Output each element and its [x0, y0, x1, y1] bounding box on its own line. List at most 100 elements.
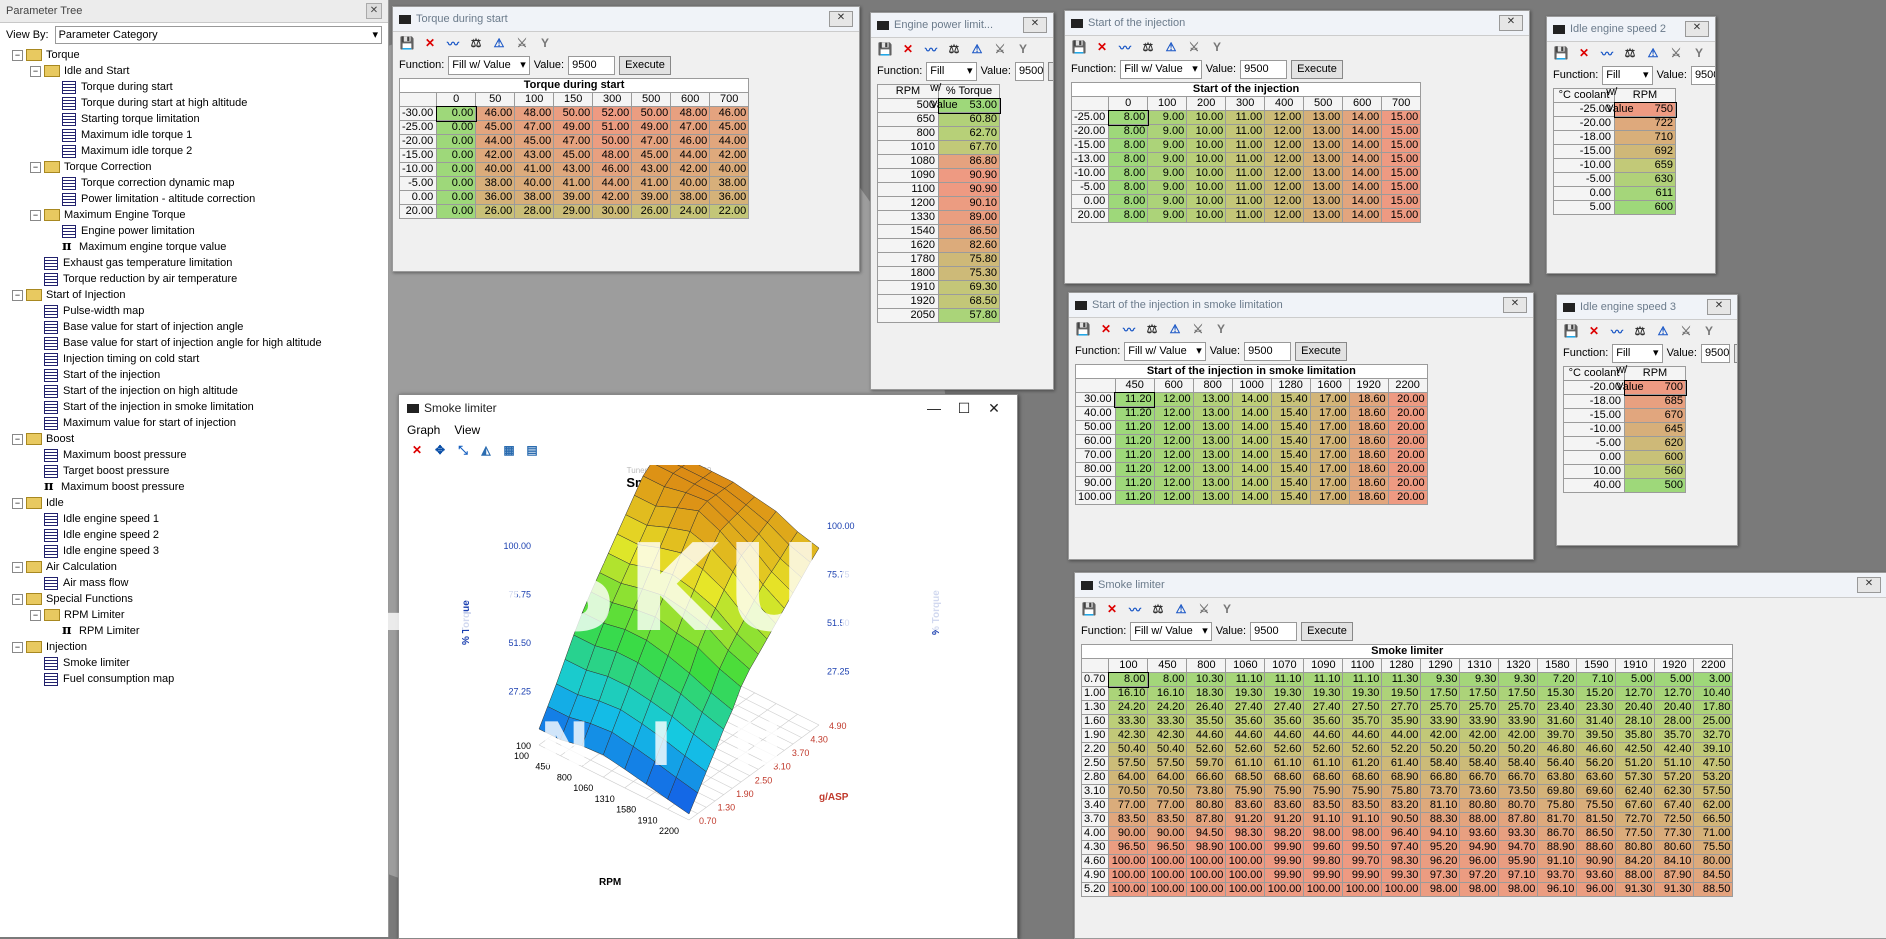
table-cell[interactable]: 12.00	[1153, 406, 1194, 421]
table-cell[interactable]: 63.80	[1537, 770, 1578, 785]
table-cell[interactable]: 95.90	[1498, 854, 1539, 869]
table-cell[interactable]: 75.80	[1537, 798, 1578, 813]
table-cell[interactable]: 13.00	[1192, 448, 1233, 463]
table-cell[interactable]: 11.10	[1264, 672, 1305, 687]
table-cell[interactable]: 52.60	[1303, 742, 1344, 757]
table-cell[interactable]: 12.00	[1153, 462, 1194, 477]
table-cell[interactable]: 10.00	[1186, 152, 1227, 167]
table-cell[interactable]: 90.00	[1147, 826, 1188, 841]
table-cell[interactable]: 97.20	[1459, 868, 1500, 883]
table-cell[interactable]: 17.00	[1309, 462, 1350, 477]
table-cell[interactable]: 13.00	[1303, 194, 1344, 209]
table-cell[interactable]: 27.50	[1342, 700, 1383, 715]
table-cell[interactable]: 15.40	[1270, 462, 1311, 477]
menu-graph[interactable]: Graph	[407, 423, 441, 437]
table-cell[interactable]: 46.00	[475, 106, 516, 121]
table-cell[interactable]: 68.50	[938, 294, 1000, 309]
table-cell[interactable]: 10.00	[1186, 166, 1227, 181]
table-cell[interactable]: 11.20	[1114, 391, 1156, 408]
save-icon[interactable]: 💾	[399, 36, 415, 50]
smoke-limiter-3d-chart[interactable]: Smoke limiterTunerPro - Version 5.001004…	[399, 465, 1017, 938]
table-cell[interactable]: 0.00	[436, 162, 477, 177]
table-cell[interactable]: 98.30	[1225, 826, 1266, 841]
close-icon[interactable]: ✕	[1499, 15, 1523, 31]
table-cell[interactable]: 63.60	[1576, 770, 1617, 785]
table-cell[interactable]: 692	[1614, 144, 1676, 159]
table-cell[interactable]: 45.00	[709, 120, 750, 135]
table-cell[interactable]: 44.00	[592, 176, 633, 191]
table-cell[interactable]: 88.00	[1459, 812, 1500, 827]
table-cell[interactable]: 17.00	[1309, 448, 1350, 463]
table-cell[interactable]: 100.00	[1147, 854, 1188, 869]
table-cell[interactable]: 12.70	[1615, 686, 1656, 701]
close-icon[interactable]: ✕	[1707, 299, 1731, 315]
table-cell[interactable]: 70.50	[1108, 784, 1149, 799]
rotate-icon[interactable]: ⤡	[458, 442, 468, 457]
table-cell[interactable]: 9.30	[1420, 672, 1461, 687]
function-select[interactable]: Fill w/ Value	[448, 55, 530, 75]
table-cell[interactable]: 13.00	[1303, 152, 1344, 167]
table-cell[interactable]: 68.50	[1225, 770, 1266, 785]
delete-icon[interactable]: ✕	[902, 42, 914, 56]
table-cell[interactable]: 83.60	[1225, 798, 1266, 813]
collapse-icon[interactable]: −	[30, 65, 41, 77]
table-cell[interactable]: 69.30	[938, 280, 1000, 295]
table-cell[interactable]: 57.50	[1693, 784, 1734, 799]
table-cell[interactable]: 12.00	[1153, 434, 1194, 449]
tree-item[interactable]: Maximum idle torque 1	[0, 127, 388, 143]
table-cell[interactable]: 98.00	[1303, 826, 1344, 841]
table-cell[interactable]: 38.00	[514, 190, 555, 205]
table-cell[interactable]: 5.00	[1615, 672, 1656, 687]
table-cell[interactable]: 11.20	[1114, 490, 1155, 505]
table-cell[interactable]: 8.00	[1108, 124, 1149, 139]
table-cell[interactable]: 77.00	[1108, 798, 1149, 813]
table-cell[interactable]: 80.60	[1654, 840, 1695, 855]
table-cell[interactable]: 50.40	[1147, 742, 1188, 757]
table-cell[interactable]: 61.40	[1381, 756, 1422, 771]
table-cell[interactable]: 29.00	[553, 204, 594, 219]
table-cell[interactable]: 14.00	[1231, 462, 1272, 477]
table-cell[interactable]: 15.00	[1381, 124, 1422, 139]
table-cell[interactable]: 11.00	[1225, 194, 1266, 209]
table-cell[interactable]: 47.50	[1693, 756, 1734, 771]
table-cell[interactable]: 12.00	[1264, 208, 1305, 223]
table-cell[interactable]: 43.00	[631, 162, 672, 177]
table-cell[interactable]: 98.00	[1420, 882, 1461, 897]
table-cell[interactable]: 15.40	[1270, 448, 1311, 463]
delete-icon[interactable]: ✕	[1106, 602, 1118, 616]
table-cell[interactable]: 15.00	[1381, 194, 1422, 209]
table-cell[interactable]: 49.00	[553, 120, 594, 135]
table-cell[interactable]: 20.40	[1615, 700, 1656, 715]
table-cell[interactable]: 67.40	[1654, 798, 1695, 813]
table-cell[interactable]: 86.70	[1537, 826, 1578, 841]
table-cell[interactable]: 25.00	[1693, 714, 1734, 729]
table-cell[interactable]: 560	[1624, 464, 1686, 479]
table-cell[interactable]: 47.00	[631, 134, 672, 149]
table-cell[interactable]: 11.20	[1114, 434, 1155, 449]
table-cell[interactable]: 18.60	[1348, 490, 1389, 505]
execute-button[interactable]: Execute	[1291, 59, 1343, 79]
table-cell[interactable]: 64.00	[1147, 770, 1188, 785]
table-cell[interactable]: 81.10	[1420, 798, 1461, 813]
table-cell[interactable]: 39.10	[1693, 742, 1734, 757]
graph-icon[interactable]: 〰	[446, 36, 459, 51]
tree-item[interactable]: Engine power limitation	[0, 223, 388, 239]
table-cell[interactable]: 73.80	[1186, 784, 1227, 799]
tree-item[interactable]: Target boost pressure	[0, 463, 388, 479]
tools-icon[interactable]: ⚔	[994, 42, 1006, 56]
compare-icon[interactable]: ⚖	[1152, 602, 1164, 616]
table-cell[interactable]: 99.90	[1264, 840, 1305, 855]
table-cell[interactable]: 53.20	[1693, 770, 1734, 785]
table-cell[interactable]: 46.60	[1576, 742, 1617, 757]
table-cell[interactable]: 75.50	[1576, 798, 1617, 813]
table-cell[interactable]: 88.90	[1537, 840, 1578, 855]
table-cell[interactable]: 10.00	[1186, 138, 1227, 153]
table-cell[interactable]: 43.00	[553, 162, 594, 177]
table-cell[interactable]: 17.00	[1309, 476, 1350, 491]
execute-button[interactable]: Execute	[1301, 621, 1353, 641]
table-cell[interactable]: 48.00	[514, 106, 555, 121]
table-cell[interactable]: 52.00	[592, 106, 633, 121]
table-cell[interactable]: 12.00	[1264, 180, 1305, 195]
table-cell[interactable]: 91.20	[1264, 812, 1305, 827]
table-cell[interactable]: 18.60	[1348, 420, 1389, 435]
